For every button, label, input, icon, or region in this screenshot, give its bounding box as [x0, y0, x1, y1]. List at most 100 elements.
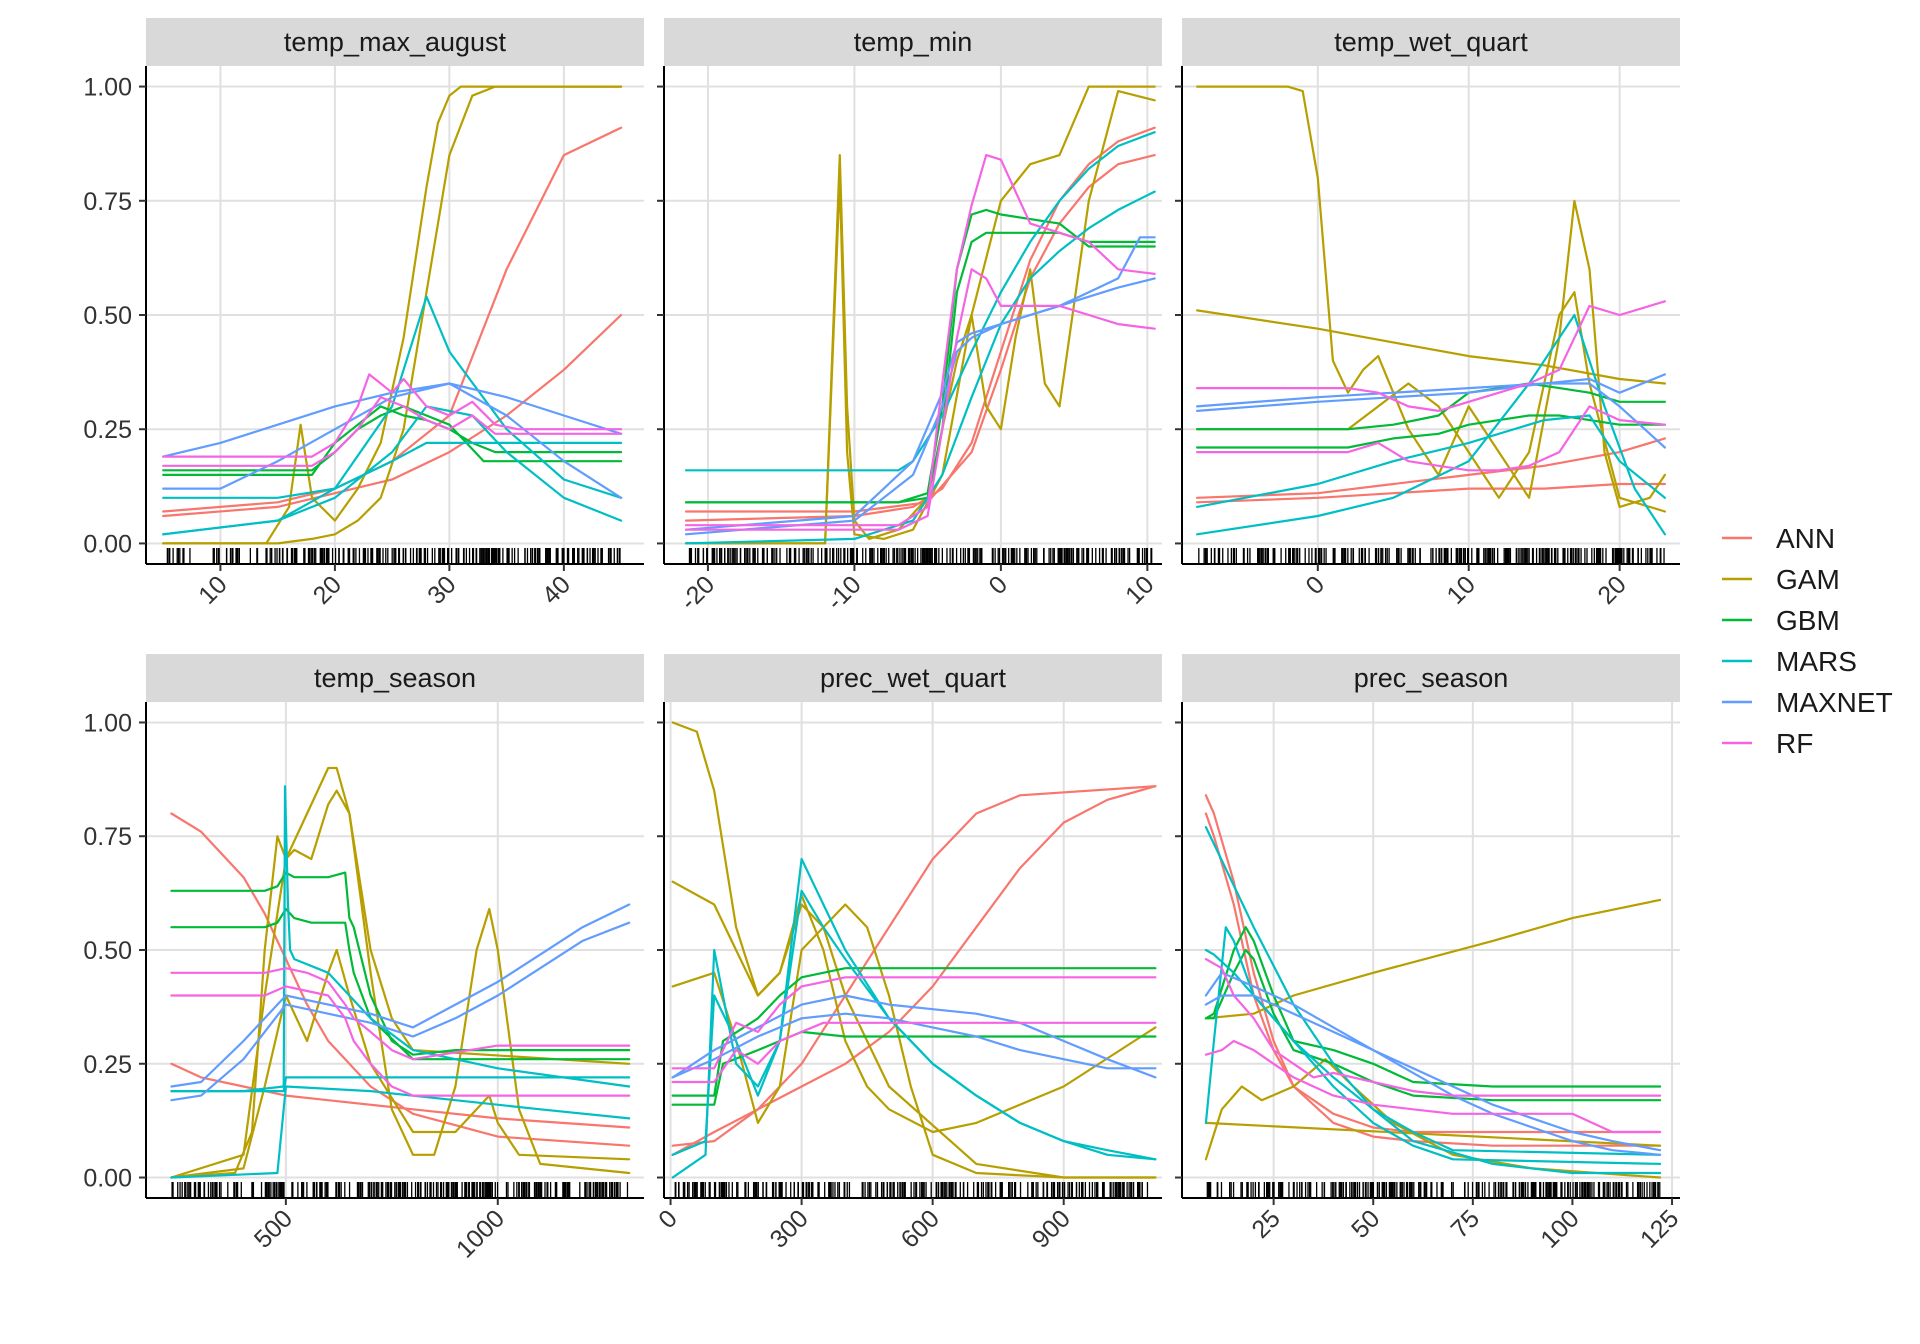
series-line-RF [170, 985, 631, 1097]
series-line-ANN [1204, 812, 1662, 1134]
series-line-GBM [684, 231, 1156, 504]
x-tick-label: -20 [675, 570, 720, 615]
series-line-RF [1204, 1039, 1662, 1134]
x-tick-label: 40 [537, 570, 576, 609]
series-line-ANN [684, 154, 1156, 513]
panel-prec_wet_quart: prec_wet_quart 0 300 600 900 [653, 654, 1162, 1254]
series-line-RF [684, 268, 1156, 531]
series-line-GBM [162, 405, 623, 476]
series-line-ANN [170, 812, 631, 1147]
x-tick-label: 0 [983, 570, 1013, 600]
series-line-GAM [162, 85, 623, 545]
series-line-GBM [1204, 948, 1662, 1102]
x-tick-label: 20 [1592, 570, 1631, 609]
series-line-GAM [1195, 309, 1667, 385]
x-tick-label: 600 [896, 1204, 945, 1253]
panel-temp_wet_quart: temp_wet_quart 0 10 20 [1175, 18, 1680, 610]
legend: ANN GAM GBM MARS MAXNET RF [1722, 523, 1893, 759]
series-line-GBM [671, 1030, 1157, 1106]
y-tick-label: 0.25 [83, 1051, 132, 1079]
series-line-MAXNET [1204, 994, 1662, 1152]
legend-label: ANN [1776, 523, 1835, 554]
series-line-GAM [671, 880, 1157, 1134]
legend-label: GBM [1776, 605, 1840, 636]
series-line-MAXNET [671, 994, 1157, 1079]
x-tick-label: -10 [821, 570, 866, 615]
x-tick-label: 30 [422, 570, 461, 609]
series-line-MARS [162, 295, 623, 536]
series-line-GBM [671, 967, 1157, 1097]
legend-label: MARS [1776, 646, 1857, 677]
y-tick-label: 0.75 [83, 188, 132, 216]
y-tick-label: 1.00 [83, 74, 132, 102]
rug [166, 548, 621, 564]
panel-prec_season: prec_season 25 50 75 100 125 [1175, 654, 1684, 1254]
strip-temp_season [146, 654, 644, 702]
series-line-MAXNET [170, 903, 631, 1088]
y-tick-label: 0.00 [83, 530, 132, 558]
series-line-GBM [170, 907, 631, 1061]
series-line-MAXNET [162, 382, 623, 499]
series-line-RF [671, 1021, 1157, 1084]
y-tick-label: 0.50 [83, 937, 132, 965]
x-tick-label: 10 [1442, 570, 1481, 609]
rug [171, 1182, 629, 1198]
series-line-RF [162, 373, 623, 458]
series-line-GAM [162, 85, 623, 545]
series-line-RF [671, 976, 1157, 1070]
series-line-GAM [1195, 291, 1667, 513]
y-tick-label: 1.00 [83, 709, 132, 737]
series-line-GAM [1195, 85, 1667, 508]
series-line-ANN [1195, 437, 1667, 499]
x-tick-label: 500 [249, 1204, 298, 1253]
strip-title: temp_min [854, 27, 973, 57]
strip-title: temp_wet_quart [1334, 27, 1528, 57]
x-tick-label: 0 [653, 1204, 683, 1234]
strip-title: temp_season [314, 663, 476, 693]
x-tick-label: 10 [1120, 570, 1159, 609]
series-line-ANN [162, 313, 623, 518]
series-line-MARS [1204, 948, 1662, 1156]
rug [1198, 548, 1665, 564]
series-line-RF [684, 154, 1156, 527]
series-line-GAM [1204, 898, 1662, 1020]
series-line-MAXNET [1195, 373, 1667, 412]
x-tick-label: 0 [1300, 570, 1330, 600]
series-line-GBM [170, 871, 631, 1056]
series-line-RF [162, 396, 623, 467]
series-line-MAXNET [684, 277, 1156, 536]
series-line-MARS [671, 889, 1157, 1161]
y-tick-label: 0.00 [83, 1165, 132, 1193]
rug [674, 1182, 1149, 1198]
series-line-RF [1204, 957, 1662, 1097]
series-line-ANN [162, 126, 623, 513]
series-line-MARS [170, 1085, 631, 1179]
series-line-GAM [170, 948, 631, 1179]
x-tick-label: 75 [1446, 1204, 1485, 1243]
series-line-ANN [170, 1062, 631, 1129]
x-tick-label: 125 [1635, 1204, 1684, 1253]
series-line-MAXNET [1195, 382, 1667, 449]
x-tick-label: 1000 [451, 1204, 510, 1263]
series-line-ANN [671, 785, 1157, 1156]
series-line-GAM [170, 789, 631, 1179]
series-line-GAM [684, 89, 1156, 545]
series-line-ANN [684, 126, 1156, 522]
series-line-GBM [684, 208, 1156, 504]
series-line-GAM [671, 721, 1157, 1179]
series-line-MAXNET [1204, 971, 1662, 1156]
x-tick-label: 20 [308, 570, 347, 609]
legend-label: GAM [1776, 564, 1840, 595]
strip-title: temp_max_august [284, 27, 507, 57]
strip-temp_wet_quart [1182, 18, 1680, 66]
strip-prec_wet_quart [664, 654, 1162, 702]
series-line-RF [170, 967, 631, 1061]
series-line-ANN [1204, 794, 1662, 1147]
series-line-GBM [1195, 414, 1667, 449]
series-line-GBM [1204, 926, 1662, 1088]
x-tick-label: 10 [193, 570, 232, 609]
series-line-GAM [170, 766, 631, 1179]
legend-label: RF [1776, 728, 1813, 759]
x-tick-label: 900 [1027, 1204, 1076, 1253]
